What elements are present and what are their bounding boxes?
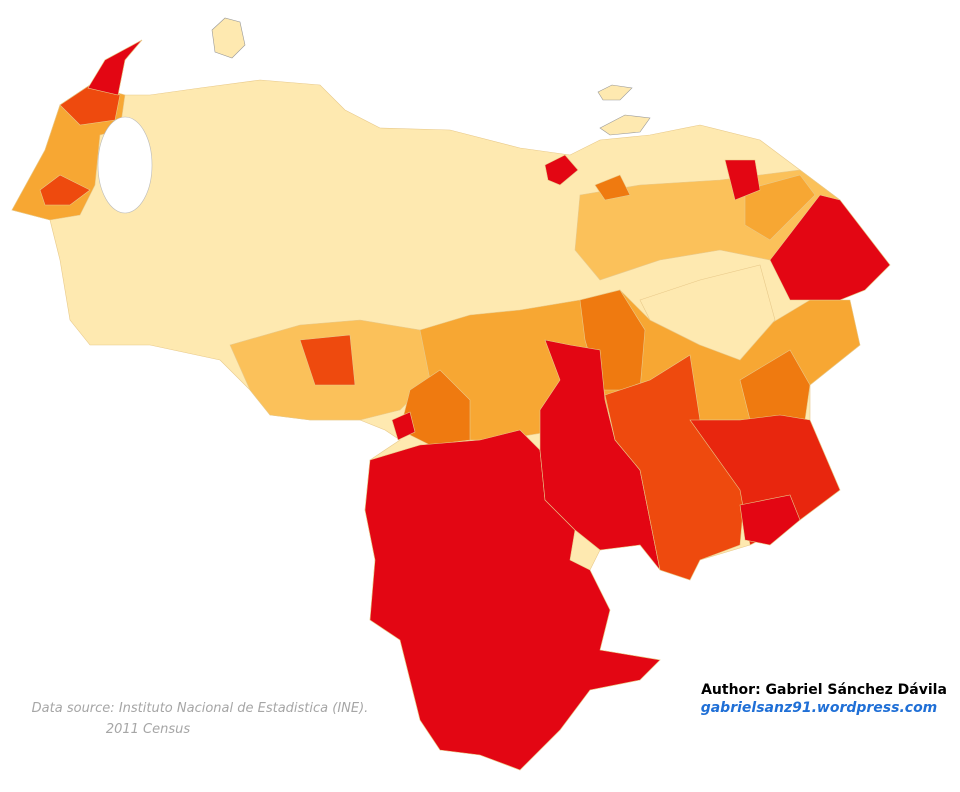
lake xyxy=(97,116,153,214)
island xyxy=(211,17,246,59)
region xyxy=(299,334,356,386)
region xyxy=(769,194,891,301)
island xyxy=(597,84,633,101)
author-name: Author: Gabriel Sánchez Dávila xyxy=(701,682,947,698)
region xyxy=(724,159,761,201)
region xyxy=(744,174,816,241)
region xyxy=(544,154,579,186)
region xyxy=(39,174,91,206)
region xyxy=(391,411,416,441)
author-website: gabrielsanz91.wordpress.com xyxy=(701,700,938,716)
country xyxy=(11,17,891,771)
region xyxy=(364,429,661,771)
region xyxy=(739,349,811,421)
region xyxy=(594,174,631,201)
region xyxy=(739,494,801,546)
census-year: 2011 Census xyxy=(106,722,191,737)
island xyxy=(599,114,651,136)
region xyxy=(59,84,121,126)
region xyxy=(539,339,661,571)
region xyxy=(87,39,143,96)
data-source: Data source: Instituto Nacional de Estad… xyxy=(32,701,369,716)
region xyxy=(639,264,776,361)
region xyxy=(604,354,746,581)
